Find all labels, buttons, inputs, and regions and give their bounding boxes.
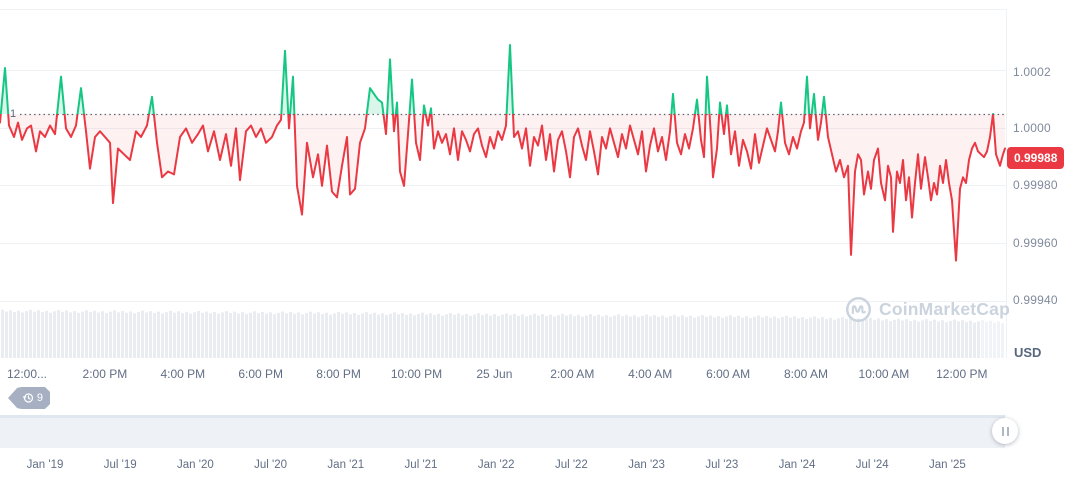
navigator-date-tick: Jul '21: [404, 459, 438, 471]
y-axis-tick: 0.99940: [1013, 293, 1058, 307]
gridlines: [0, 9, 1007, 358]
navigator-date-tick: Jul '20: [254, 459, 288, 471]
x-axis-tick: 12:00 PM: [936, 367, 988, 381]
navigator-date-tick: Jan '25: [929, 459, 966, 471]
x-axis-tick: 4:00 AM: [628, 367, 673, 381]
history-count: 9: [36, 391, 43, 404]
navigator-date-tick: Jul '19: [103, 459, 137, 471]
x-axis-tick: 10:00 AM: [858, 367, 910, 381]
y-axis-unit-label: USD: [1014, 345, 1042, 360]
peg-line-label: 1: [10, 108, 17, 120]
navigator-date-tick: Jan '23: [628, 459, 665, 471]
coinmarketcap-logo-icon: [846, 297, 871, 322]
navigator-handle[interactable]: [992, 418, 1018, 444]
x-axis-tick: 6:00 PM: [238, 367, 284, 381]
navigator-date-tick: Jul '22: [554, 459, 588, 471]
x-axis-tick: 10:00 PM: [390, 367, 443, 381]
y-axis-tick: 0.99980: [1013, 178, 1058, 192]
current-price-badge: 0.99988: [1007, 147, 1065, 169]
coinmarketcap-watermark-text: CoinMarketCap: [879, 299, 1010, 319]
coinmarketcap-watermark: CoinMarketCap: [845, 296, 1010, 323]
handle-grip-bar: [1006, 426, 1009, 436]
x-axis-tick: 8:00 PM: [316, 367, 361, 381]
navigator-date-tick: Jan '22: [477, 459, 515, 471]
x-axis-tick: 2:00 AM: [550, 367, 595, 381]
navigator-date-tick: Jan '19: [26, 459, 64, 471]
volume-bars: [1, 309, 1004, 358]
x-axis-tick: 4:00 PM: [160, 367, 206, 381]
y-axis-tick: 0.99960: [1013, 236, 1058, 250]
x-axis-tick: 8:00 AM: [783, 367, 829, 381]
x-axis-tick: 12:00...: [6, 367, 48, 381]
navigator-mini-series: [0, 415, 1005, 418]
navigator-date-tick: Jan '21: [327, 459, 365, 471]
navigator-date-tick: Jul '23: [705, 459, 739, 471]
navigator-scrubber[interactable]: [0, 415, 1005, 448]
y-axis-tick: 1.0002: [1013, 65, 1051, 79]
x-axis-tick: 25 Jun: [476, 367, 513, 381]
navigator-date-tick: Jul '24: [855, 459, 889, 471]
y-axis-tick: 1.0000: [1013, 121, 1051, 135]
x-axis-tick: 2:00 PM: [82, 367, 128, 381]
x-axis-tick: 6:00 AM: [706, 367, 751, 381]
handle-grip-bar: [1001, 426, 1004, 436]
navigator-date-tick: Jan '24: [778, 459, 816, 471]
history-annotation-badge[interactable]: 9: [8, 387, 50, 409]
navigator-date-tick: Jan '20: [177, 459, 214, 471]
price-line-series: [0, 44, 1006, 262]
history-clock-icon: [22, 393, 33, 403]
